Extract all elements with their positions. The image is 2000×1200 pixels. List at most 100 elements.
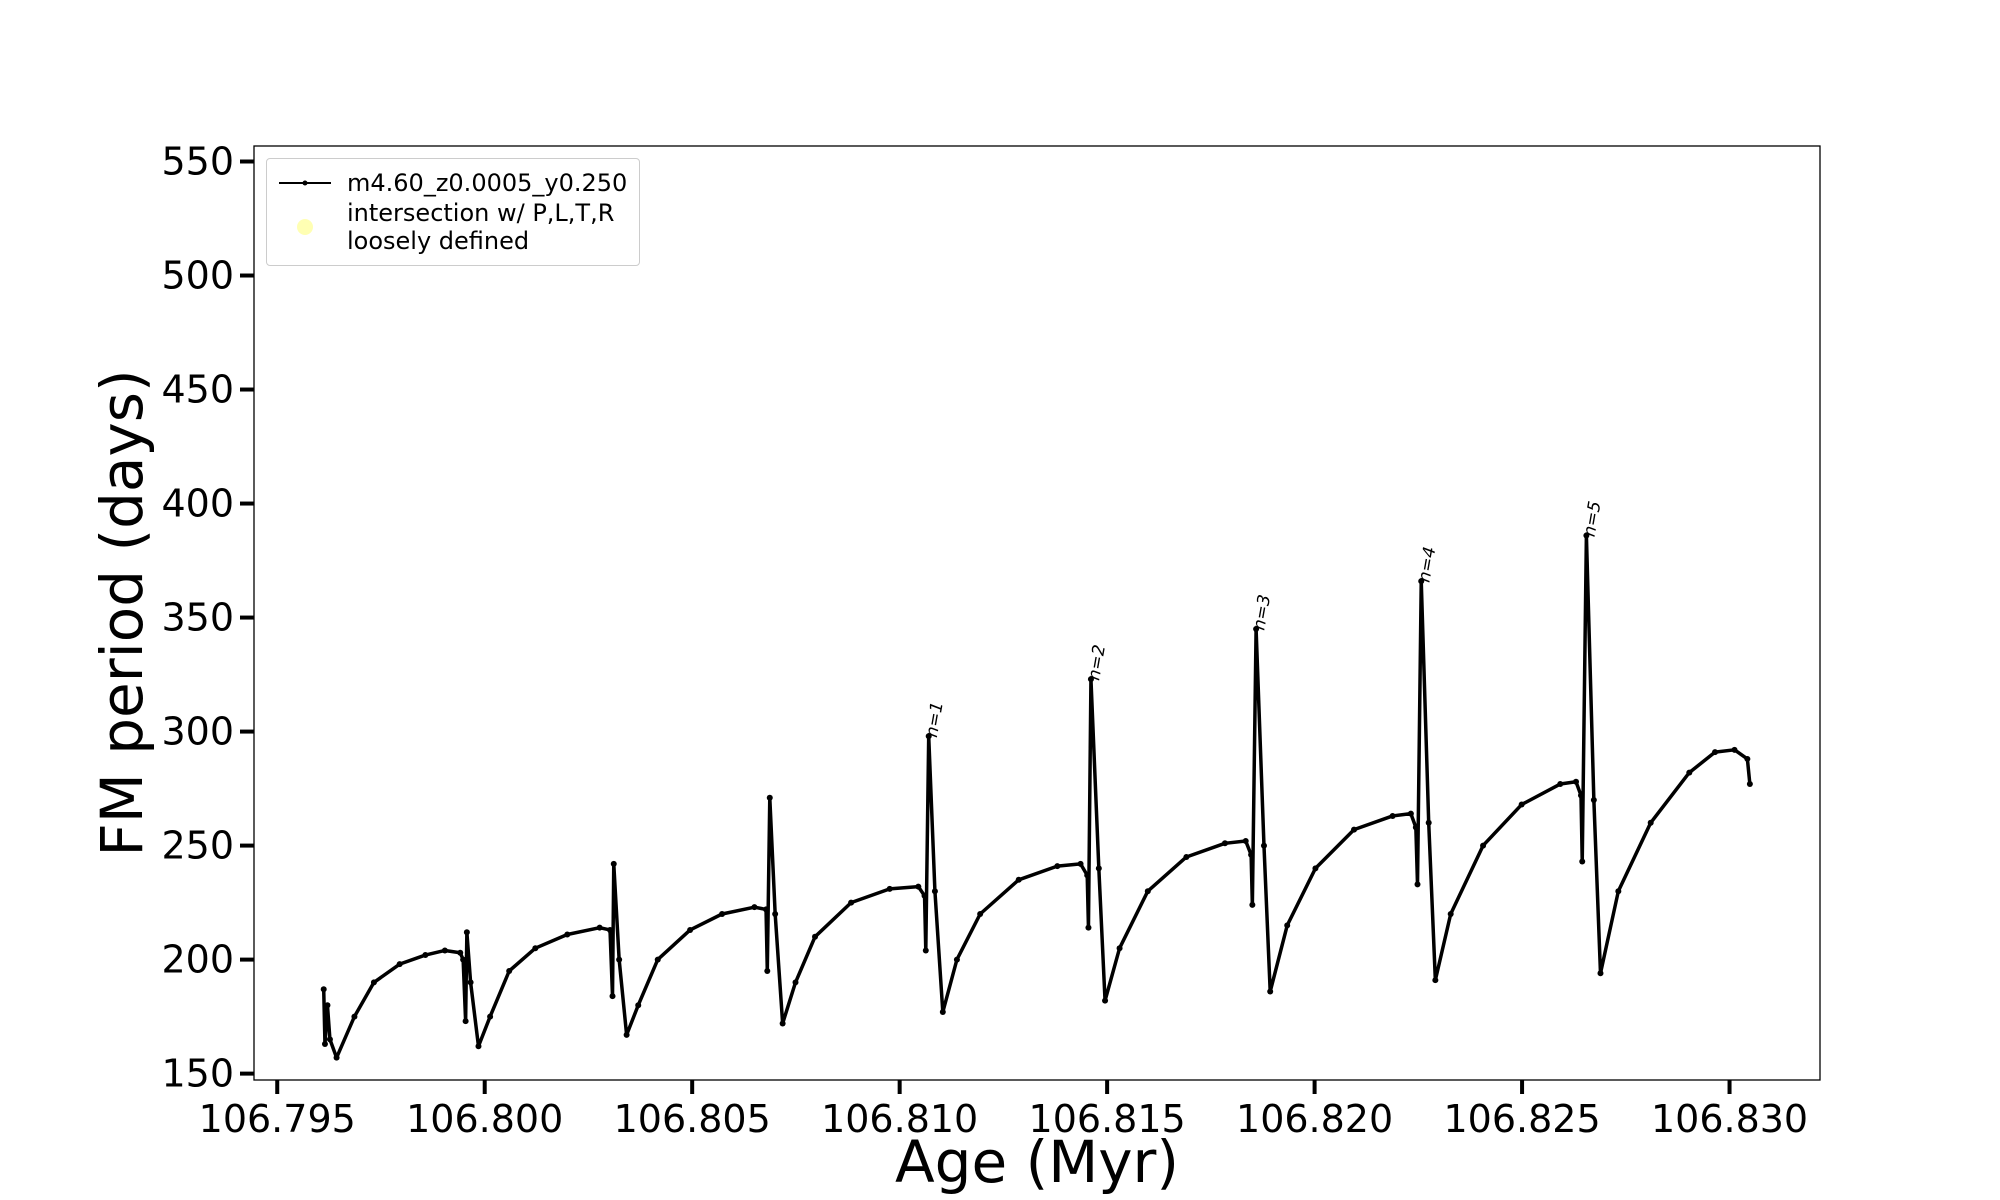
x-tick-label: 106.805 <box>614 1097 771 1141</box>
series-point <box>1389 812 1396 819</box>
x-tick-label: 106.820 <box>1236 1097 1393 1141</box>
series-point <box>779 1020 786 1027</box>
series-point <box>1414 881 1421 888</box>
series-point <box>1573 778 1580 785</box>
series-point <box>915 883 922 890</box>
series-point <box>1242 838 1249 845</box>
series-point <box>607 926 614 933</box>
series-point <box>1084 872 1091 879</box>
series-point <box>623 1031 630 1038</box>
legend: m4.60_z0.0005_y0.250 intersection w/ P,L,… <box>266 158 641 266</box>
series-point <box>1712 749 1719 756</box>
series-point <box>1744 755 1751 762</box>
series-point <box>763 906 770 913</box>
series-point <box>596 924 603 931</box>
x-axis-label: Age (Myr) <box>895 1128 1179 1196</box>
legend-key <box>279 180 331 186</box>
series-point <box>953 956 960 963</box>
series-point <box>654 956 661 963</box>
series-point <box>1615 888 1622 895</box>
series-point <box>1647 819 1654 826</box>
series-point <box>351 1013 358 1020</box>
series-point <box>687 926 694 933</box>
series-point <box>1583 532 1590 539</box>
series-point <box>635 1002 642 1009</box>
series-point <box>460 956 467 963</box>
series-point <box>1557 781 1564 788</box>
legend-label: m4.60_z0.0005_y0.250 <box>347 169 628 197</box>
series-point <box>1312 865 1319 872</box>
series-point <box>1095 865 1102 872</box>
series-point <box>1579 858 1586 865</box>
legend-entry: intersection w/ P,L,T,R loosely defined <box>277 199 627 255</box>
annotation: n=2 <box>1084 643 1110 682</box>
y-tick-label: 350 <box>161 596 234 640</box>
series-point <box>320 986 327 993</box>
series-point <box>848 899 855 906</box>
series-point <box>396 961 403 968</box>
y-axis-label: FM period (days) <box>88 369 156 856</box>
legend-marker <box>297 219 313 235</box>
series-point <box>751 904 758 911</box>
series-point <box>467 979 474 986</box>
annotation: n=4 <box>1414 545 1440 584</box>
series-point <box>463 929 470 936</box>
x-tick-label: 106.825 <box>1443 1097 1600 1141</box>
series-point <box>1116 945 1123 952</box>
series-point <box>1284 922 1291 929</box>
y-tick-label: 250 <box>161 824 234 868</box>
series-point <box>506 968 513 975</box>
y-tick-label: 550 <box>161 140 234 184</box>
series-point <box>564 931 571 938</box>
series-point <box>532 945 539 952</box>
series-point <box>326 1036 333 1043</box>
series-point <box>1260 842 1267 849</box>
annotation: n=1 <box>922 700 948 739</box>
series-point <box>1221 840 1228 847</box>
series-line <box>321 533 1752 1060</box>
legend-label: intersection w/ P,L,T,R loosely defined <box>347 199 615 255</box>
series-point <box>1085 924 1092 931</box>
series-point <box>931 888 938 895</box>
series-point <box>1597 970 1604 977</box>
x-tick-label: 106.795 <box>199 1097 356 1141</box>
series-point <box>939 1009 946 1016</box>
series-point <box>772 910 779 917</box>
series-point <box>921 892 928 899</box>
series-point <box>1518 801 1525 808</box>
y-tick-label: 500 <box>161 254 234 298</box>
series-point <box>1412 824 1419 831</box>
series-point <box>422 952 429 959</box>
series-point <box>886 885 893 892</box>
x-tick-label: 106.815 <box>1029 1097 1186 1141</box>
series-point <box>321 1040 328 1047</box>
series-point <box>1102 997 1109 1004</box>
series-point <box>1407 810 1414 817</box>
series-point <box>764 968 771 975</box>
series-point <box>1577 792 1584 799</box>
series-point <box>487 1013 494 1020</box>
series-point <box>1249 901 1256 908</box>
series-point <box>1731 746 1738 753</box>
series-point <box>1087 676 1094 683</box>
series-point <box>792 979 799 986</box>
y-tick-label: 300 <box>161 710 234 754</box>
series-point <box>616 956 623 963</box>
y-tick-label: 450 <box>161 368 234 412</box>
y-tick-label: 150 <box>161 1052 234 1096</box>
series-point <box>977 910 984 917</box>
series-point <box>1248 851 1255 858</box>
series-point <box>1480 842 1487 849</box>
series-point <box>324 1002 331 1009</box>
series-point <box>1253 625 1260 632</box>
series-point <box>1351 826 1358 833</box>
series-point <box>462 1018 469 1025</box>
series-point <box>812 933 819 940</box>
series-point <box>609 993 616 1000</box>
series-point <box>766 794 773 801</box>
series-point <box>333 1054 340 1061</box>
series-point <box>370 979 377 986</box>
series-point <box>1418 578 1425 585</box>
series-point <box>1432 977 1439 984</box>
x-tick-label: 106.810 <box>821 1097 978 1141</box>
